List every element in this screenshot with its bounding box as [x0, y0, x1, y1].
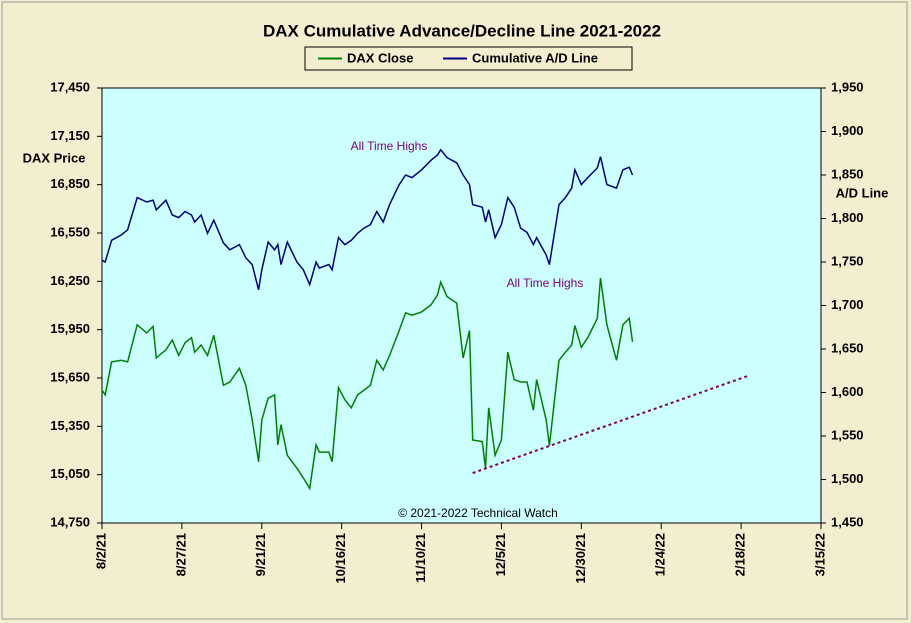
y-tick-label: 15,650 [50, 369, 90, 384]
copyright: © 2021-2022 Technical Watch [398, 506, 558, 520]
annotation: All Time Highs [351, 139, 428, 153]
plot-area [101, 87, 822, 524]
y-axis-label: DAX Price [23, 150, 86, 165]
legend-label: DAX Close [347, 50, 413, 65]
x-tick-label: 11/10/21 [413, 533, 428, 583]
y2-tick-label: 1,600 [831, 384, 864, 399]
x-tick-label: 2/18/22 [733, 533, 748, 576]
x-tick-label: 3/15/22 [812, 533, 827, 576]
y2-tick-label: 1,750 [831, 253, 864, 268]
y-tick-label: 16,250 [50, 273, 90, 288]
series-line [101, 148, 634, 290]
x-tick-label: 10/16/21 [333, 533, 348, 584]
y-tick-label: 15,350 [50, 418, 90, 433]
y2-tick-label: 1,550 [831, 427, 864, 442]
y2-tick-label: 1,450 [831, 514, 864, 529]
legend-label: Cumulative A/D Line [472, 50, 598, 65]
y2-tick-label: 1,650 [831, 340, 864, 355]
y-tick-label: 15,950 [50, 321, 90, 336]
trendline [472, 375, 748, 474]
legend [304, 46, 633, 71]
y2-tick-label: 1,500 [831, 471, 864, 486]
chart-title: DAX Cumulative Advance/Decline Line 2021… [263, 21, 661, 40]
y-tick-label: 14,750 [50, 514, 90, 529]
x-tick-label: 12/5/21 [493, 533, 508, 576]
y-tick-label: 17,150 [50, 128, 90, 143]
y-tick-label: 16,550 [50, 224, 90, 239]
x-tick-label: 1/24/22 [653, 533, 668, 576]
x-tick-label: 12/30/21 [573, 533, 588, 584]
y-tick-label: 15,050 [50, 466, 90, 481]
y-tick-label: 17,450 [50, 79, 90, 94]
y-tick-label: 16,850 [50, 176, 90, 191]
y2-tick-label: 1,700 [831, 297, 864, 312]
y2-axis-label: A/D Line [836, 185, 889, 200]
x-tick-label: 9/21/21 [253, 533, 268, 576]
y2-tick-label: 1,850 [831, 166, 864, 181]
series-line [101, 277, 634, 491]
x-tick-label: 8/2/21 [93, 533, 108, 569]
y2-tick-label: 1,900 [831, 123, 864, 138]
x-tick-label: 8/27/21 [173, 533, 188, 576]
annotation: All Time Highs [507, 276, 584, 290]
y2-tick-label: 1,800 [831, 210, 864, 225]
y2-tick-label: 1,950 [831, 79, 864, 94]
